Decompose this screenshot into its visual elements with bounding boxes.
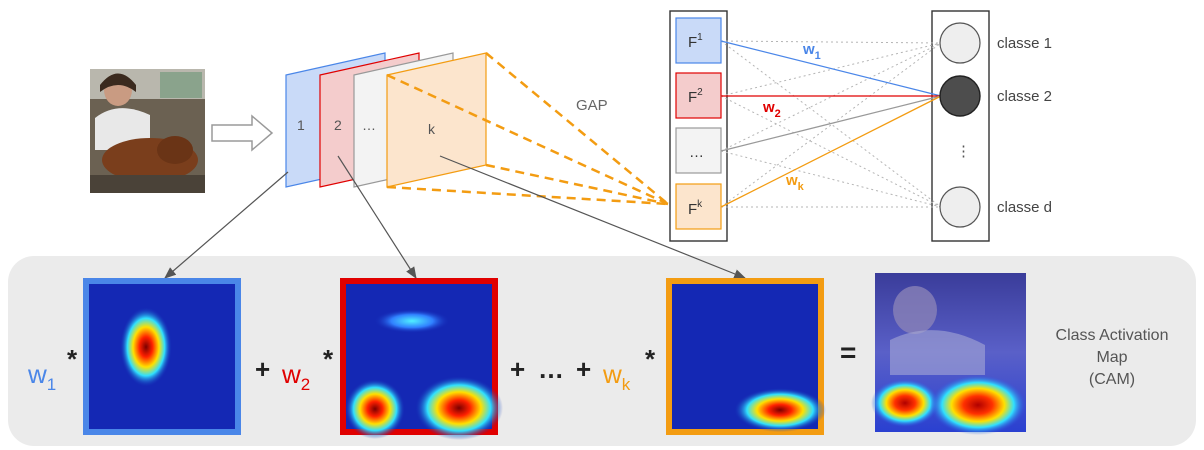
weight-line-ellipsis bbox=[720, 95, 942, 152]
heatmap-k bbox=[666, 278, 826, 435]
feature-map-ellipsis-label: … bbox=[362, 117, 376, 133]
equation-equals: = bbox=[840, 337, 856, 368]
feature-ellipsis bbox=[675, 127, 722, 174]
equation-w2: w2 bbox=[281, 359, 310, 394]
weight-wk-label: wk bbox=[785, 172, 805, 193]
equation-plus-1: + bbox=[255, 354, 270, 384]
equation-plus-3: + bbox=[576, 354, 591, 384]
equation-plus-2: + bbox=[510, 354, 525, 384]
feature-f2-label: F2 bbox=[688, 87, 703, 106]
feature-fk-label: Fk bbox=[688, 199, 703, 218]
equation-star-1: * bbox=[67, 344, 78, 374]
weight-line-w1 bbox=[720, 40, 942, 97]
feature-map-2-label: 2 bbox=[334, 117, 342, 133]
equation-wk: wk bbox=[602, 359, 631, 394]
weight-w2-label: w2 bbox=[762, 99, 781, 120]
input-arrow bbox=[211, 114, 274, 152]
equation-star-k: * bbox=[645, 344, 656, 374]
arrow-mapk-to-heatmapk bbox=[439, 155, 747, 279]
class-node-2 bbox=[939, 75, 981, 117]
feature-f1-label: F1 bbox=[688, 32, 703, 51]
arrow-map1-to-heatmap1 bbox=[164, 171, 289, 279]
class-node-ellipsis: ⋮ bbox=[956, 143, 971, 160]
weight-line-wk bbox=[720, 95, 942, 208]
cam-title-line-2: Map bbox=[1096, 349, 1127, 366]
class-label-2: classe 2 bbox=[997, 88, 1052, 105]
arrow-map2-to-heatmap2 bbox=[337, 155, 417, 280]
input-photo bbox=[90, 69, 205, 193]
heatmap-2 bbox=[340, 278, 503, 440]
cam-title-line-1: Class Activation bbox=[1056, 327, 1169, 344]
equation-star-2: * bbox=[323, 344, 334, 374]
gap-lines bbox=[386, 52, 669, 206]
cam-title-line-3: (CAM) bbox=[1089, 371, 1135, 388]
feature-ellipsis-label: … bbox=[689, 144, 704, 161]
dense-connections bbox=[720, 40, 942, 208]
equation-ellipsis: … bbox=[538, 354, 564, 384]
feature-map-1-label: 1 bbox=[297, 117, 305, 133]
feature-map-k bbox=[386, 52, 487, 188]
class-label-1: classe 1 bbox=[997, 35, 1052, 52]
class-node-d bbox=[939, 186, 981, 228]
equation-w1: w1 bbox=[27, 359, 56, 394]
feature-map-k-label: k bbox=[428, 121, 436, 137]
heatmap-1 bbox=[83, 278, 241, 435]
feature-fk bbox=[675, 183, 722, 230]
weight-w1-label: w1 bbox=[802, 41, 821, 62]
cam-result-image bbox=[871, 273, 1026, 435]
gap-label: GAP bbox=[576, 97, 608, 114]
feature-f1 bbox=[675, 17, 722, 64]
class-node-1 bbox=[939, 22, 981, 64]
class-label-d: classe d bbox=[997, 199, 1052, 216]
